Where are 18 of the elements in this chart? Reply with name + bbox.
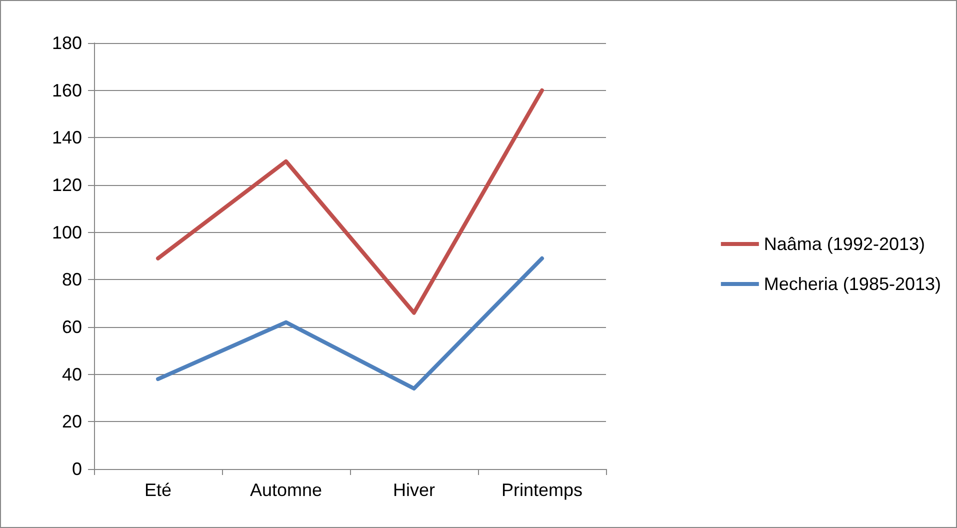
legend-label: Mecheria (1985-2013) <box>764 274 942 294</box>
y-tick-label: 180 <box>52 33 82 53</box>
y-tick-label: 160 <box>52 80 82 100</box>
x-tick-label: Printemps <box>501 480 583 500</box>
y-tick-label: 120 <box>52 175 82 195</box>
line-series <box>156 256 544 391</box>
y-tick-label: 100 <box>52 222 82 242</box>
y-tick-label: 20 <box>62 412 82 432</box>
x-tick-label: Hiver <box>392 480 436 500</box>
x-tick-label: Automne <box>250 480 322 500</box>
y-tick-label: 40 <box>62 364 82 384</box>
x-tick-label: Eté <box>144 480 172 500</box>
line-series <box>156 88 544 315</box>
y-tick-label: 80 <box>62 270 82 290</box>
y-tick-label: 140 <box>52 128 82 148</box>
legend-label: Naâma (1992-2013) <box>764 234 926 254</box>
y-tick-label: 0 <box>72 459 82 479</box>
y-tick-label: 60 <box>62 317 82 337</box>
